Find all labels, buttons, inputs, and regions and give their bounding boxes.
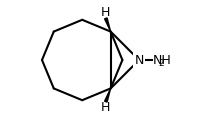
Text: NH: NH: [153, 54, 172, 66]
Text: 2: 2: [158, 59, 164, 68]
Text: N: N: [134, 54, 144, 66]
Polygon shape: [105, 88, 111, 102]
Text: H: H: [101, 101, 110, 114]
Text: H: H: [101, 6, 110, 19]
Polygon shape: [105, 18, 111, 32]
